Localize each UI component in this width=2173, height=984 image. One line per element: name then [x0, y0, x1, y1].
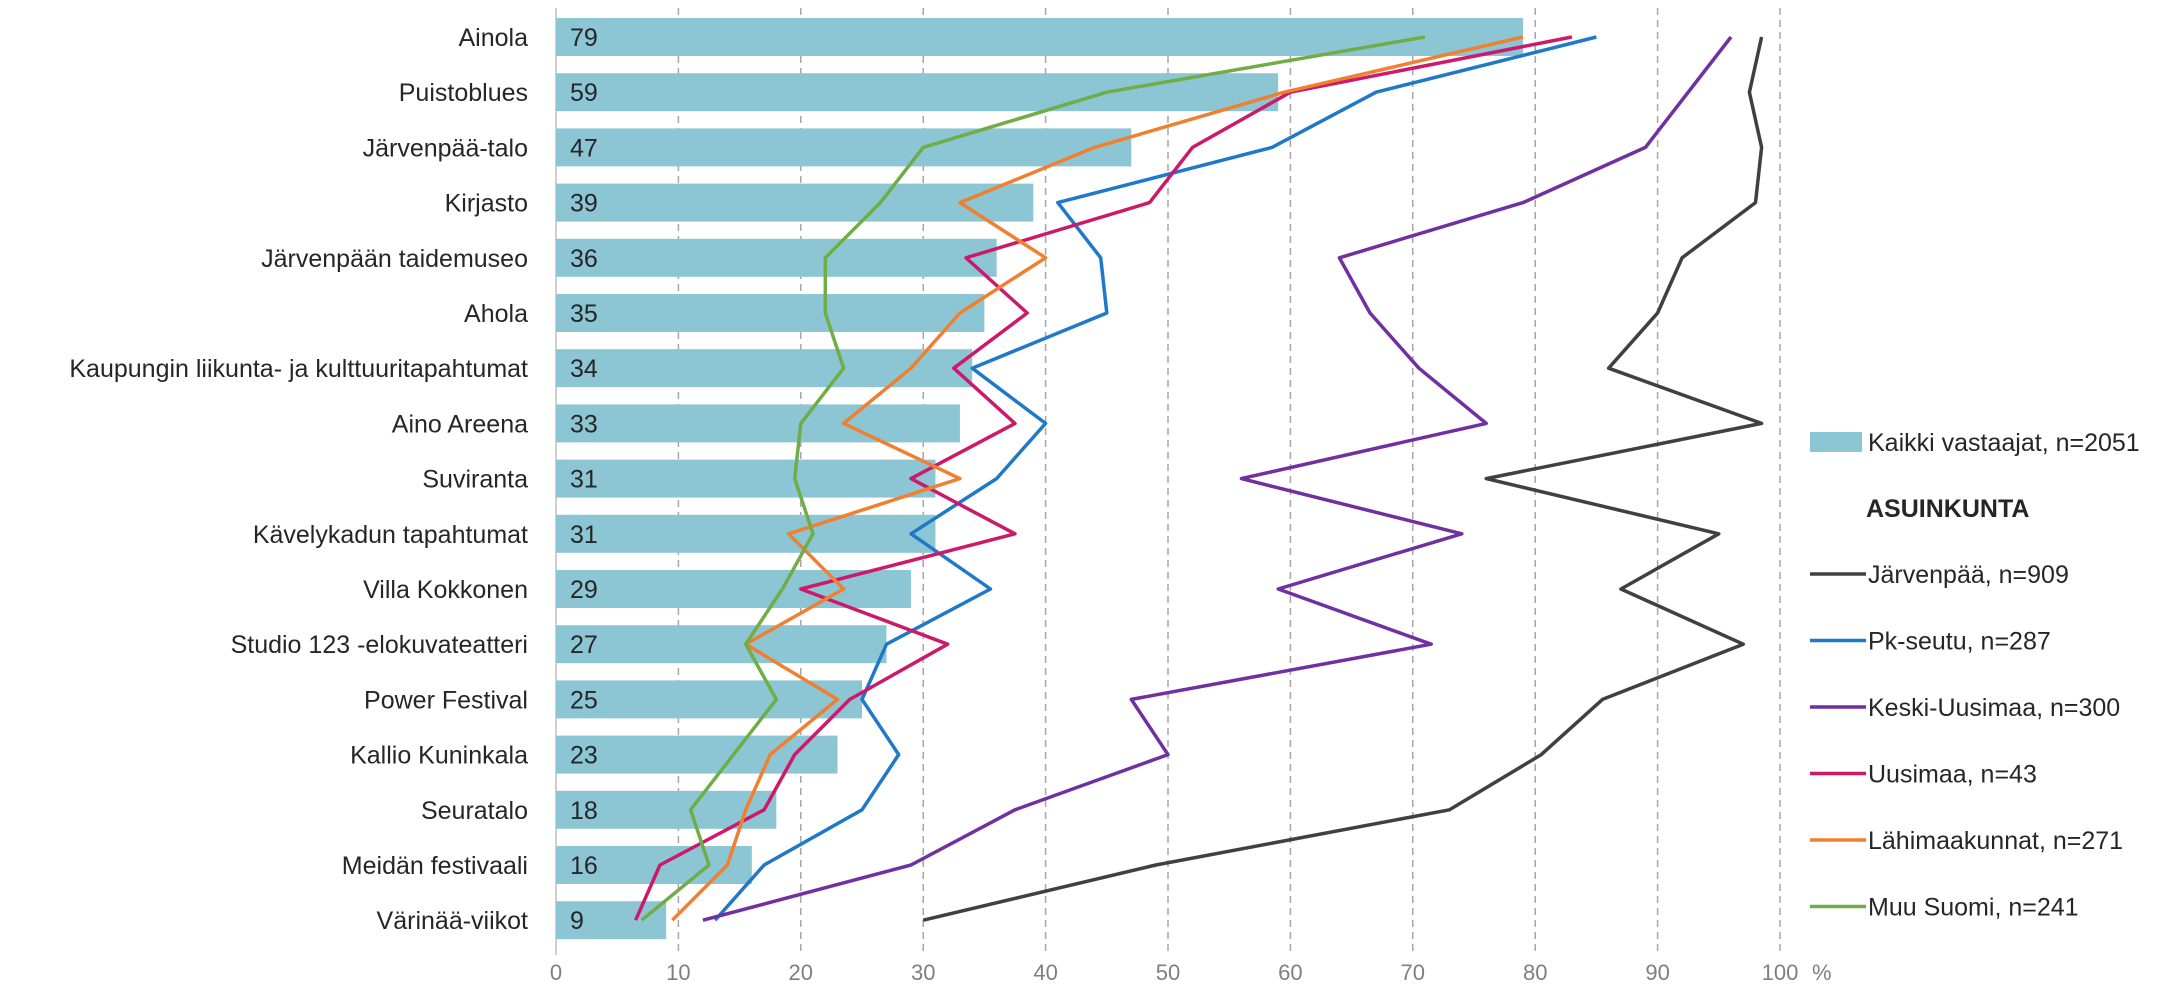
category-label: Studio 123 -elokuvateatteri — [231, 631, 528, 659]
x-tick-label: 70 — [1401, 960, 1425, 984]
bar-value-label: 31 — [570, 466, 598, 494]
legend-label: Muu Suomi, n=241 — [1868, 894, 2079, 922]
bar — [556, 18, 1523, 56]
category-label: Ahola — [464, 300, 528, 328]
bar-value-label: 79 — [570, 24, 598, 52]
category-label: Ainola — [459, 24, 529, 52]
series-line — [713, 35, 1597, 922]
x-tick-label: 40 — [1033, 960, 1057, 984]
bar — [556, 128, 1132, 167]
x-axis-ticks: 0 10 20 30 40 50 60 70 80 90 100% — [550, 960, 1832, 984]
series-line — [702, 35, 1733, 922]
bar — [556, 238, 997, 277]
bar — [556, 294, 985, 332]
bar — [556, 514, 936, 553]
category-label: Kävelykadun tapahtumat — [253, 521, 528, 549]
category-label: Power Festival — [364, 686, 528, 714]
series-line — [671, 35, 1524, 922]
bar-value-label: 35 — [570, 300, 598, 328]
series-lines — [633, 35, 1764, 922]
bar-value-label: 34 — [570, 355, 598, 383]
bar — [556, 680, 862, 719]
x-unit-label: % — [1812, 960, 1832, 984]
series-line — [633, 35, 1573, 921]
category-label: Seuratalo — [421, 797, 528, 825]
category-label: Suviranta — [422, 466, 528, 494]
category-label: Kaupungin liikunta- ja kulttuuritapahtum… — [69, 355, 528, 383]
category-label: Aino Areena — [392, 410, 528, 438]
bar — [556, 73, 1279, 112]
bar-value-label: 27 — [570, 631, 598, 659]
bar-value-label: 16 — [570, 852, 598, 880]
legend: Kaikki vastaajat, n=2051 ASUINKUNTA Järven… — [1810, 429, 2140, 922]
category-label: Kallio Kuninkala — [350, 742, 528, 770]
bar — [556, 459, 936, 498]
category-labels: Ainola Puistoblues Järvenpää-talo Kirjasto J… — [69, 24, 528, 935]
category-label: Villa Kokkonen — [363, 576, 528, 604]
category-label: Järvenpää-talo — [363, 134, 528, 162]
x-tick-label: 80 — [1523, 960, 1547, 984]
bar-value-label: 25 — [570, 686, 598, 714]
legend-label: Järvenpää, n=909 — [1868, 561, 2069, 589]
bar-value-label: 36 — [570, 245, 598, 273]
category-label: Järvenpään taidemuseo — [261, 245, 528, 273]
series-line — [640, 35, 1426, 922]
category-label: Puistoblues — [399, 79, 528, 107]
series-line — [922, 36, 1764, 922]
legend-label: Keski-Uusimaa, n=300 — [1868, 694, 2120, 722]
bar-value-label: 39 — [570, 190, 598, 218]
legend-group-title: ASUINKUNTA — [1866, 495, 2029, 523]
legend-label: Lähimaakunnat, n=271 — [1868, 827, 2123, 855]
legend-label: Kaikki vastaajat, n=2051 — [1868, 429, 2140, 457]
x-tick-label: 0 — [550, 960, 562, 984]
bar — [556, 901, 667, 940]
bar-value-label: 23 — [570, 742, 598, 770]
bar-value-label: 29 — [570, 576, 598, 604]
category-label: Kirjasto — [445, 190, 528, 218]
legend-swatch — [1810, 432, 1862, 452]
bar — [556, 349, 973, 388]
bar-value-label: 9 — [570, 907, 584, 935]
bars: 79 59 47 39 36 35 34 33 31 31 29 27 25 23 18 16 9 — [556, 18, 1523, 940]
category-label: Meidän festivaali — [342, 852, 528, 880]
bar-value-label: 18 — [570, 797, 598, 825]
legend-label: Pk-seutu, n=287 — [1868, 628, 2051, 656]
bar-value-label: 31 — [570, 521, 598, 549]
x-tick-label: 10 — [666, 960, 690, 984]
bar-value-label: 47 — [570, 134, 598, 162]
x-tick-label: 90 — [1645, 960, 1669, 984]
x-tick-label: 60 — [1278, 960, 1302, 984]
category-label: Värinää-viikot — [377, 907, 529, 935]
bar-value-label: 33 — [570, 410, 598, 438]
bar — [556, 625, 887, 664]
x-tick-label: 30 — [911, 960, 935, 984]
bar — [556, 404, 960, 443]
bar-value-label: 59 — [570, 79, 598, 107]
bar — [556, 735, 838, 774]
x-tick-label: 100 — [1762, 960, 1799, 984]
legend-label: Uusimaa, n=43 — [1868, 761, 2037, 789]
bar — [556, 183, 1034, 222]
x-tick-label: 50 — [1156, 960, 1180, 984]
x-tick-label: 20 — [789, 960, 813, 984]
